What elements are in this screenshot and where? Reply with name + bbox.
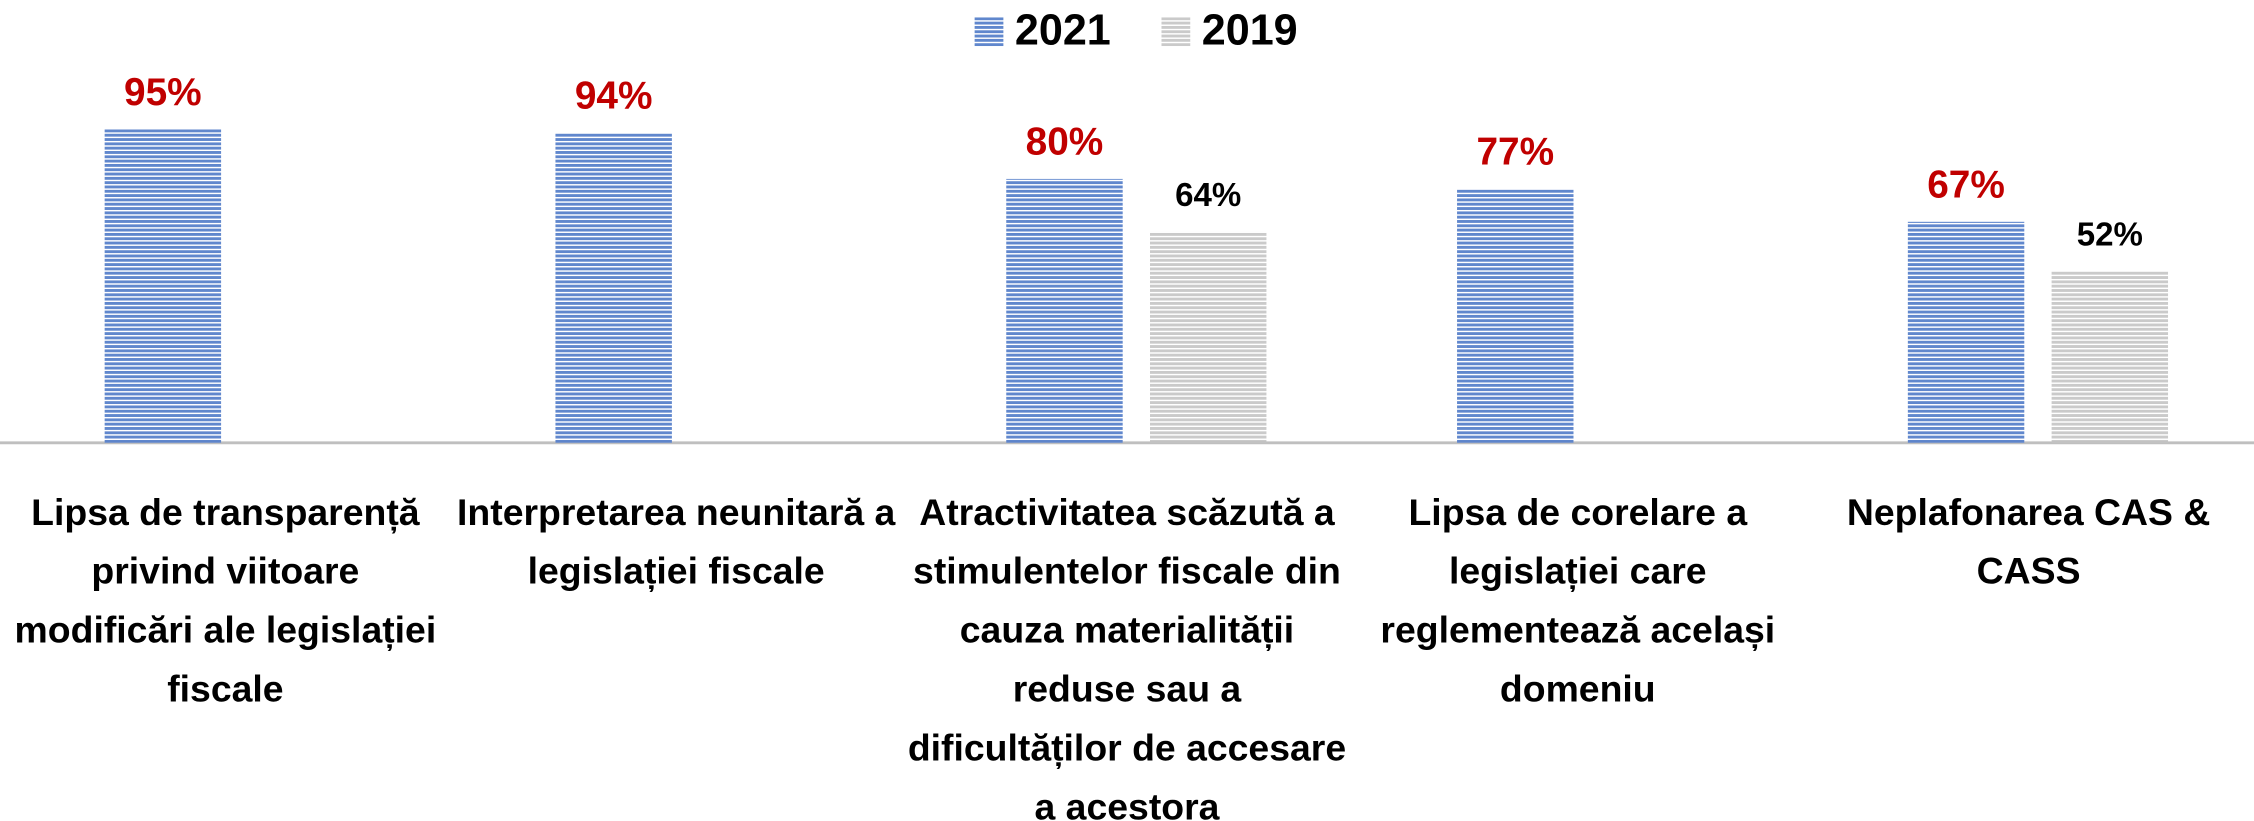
bar bbox=[1150, 231, 1267, 443]
legend-label: 2021 bbox=[1015, 7, 1111, 55]
x-tick-label: Atractivitatea scăzută a stimulentelor f… bbox=[907, 490, 1347, 821]
value-label: 95% bbox=[124, 71, 202, 114]
x-tick-label: Lipsa de transparență privind viitoare m… bbox=[14, 490, 437, 711]
legend-swatch bbox=[974, 17, 1004, 47]
bar bbox=[1006, 178, 1123, 443]
x-label-box: Atractivitatea scăzută a stimulentelor f… bbox=[907, 490, 1347, 821]
value-label: 52% bbox=[2077, 217, 2143, 254]
x-label-box: Interpretarea neunitară a legislației fi… bbox=[457, 490, 896, 593]
value-label: 80% bbox=[1026, 121, 1104, 164]
value-label: 77% bbox=[1476, 131, 1554, 174]
x-label-box: Lipsa de corelare a legislației care reg… bbox=[1380, 490, 1776, 711]
value-label: 67% bbox=[1927, 164, 2005, 207]
bar bbox=[2051, 271, 2169, 443]
value-label: 64% bbox=[1175, 177, 1241, 214]
x-tick-label: Neplafonarea CAS & CASS bbox=[1846, 490, 2211, 593]
bar bbox=[1457, 188, 1574, 443]
x-label-box: Lipsa de transparență privind viitoare m… bbox=[14, 490, 437, 711]
legend-label: 2019 bbox=[1202, 7, 1298, 55]
bar bbox=[104, 129, 222, 443]
bar bbox=[555, 132, 672, 443]
bar bbox=[1907, 221, 2025, 443]
value-label: 94% bbox=[575, 74, 653, 117]
x-tick-label: Interpretarea neunitară a legislației fi… bbox=[457, 490, 896, 593]
x-tick-label: Lipsa de corelare a legislației care reg… bbox=[1380, 490, 1776, 711]
x-label-box: Neplafonarea CAS & CASS bbox=[1846, 490, 2211, 593]
legend-swatch bbox=[1161, 17, 1191, 47]
